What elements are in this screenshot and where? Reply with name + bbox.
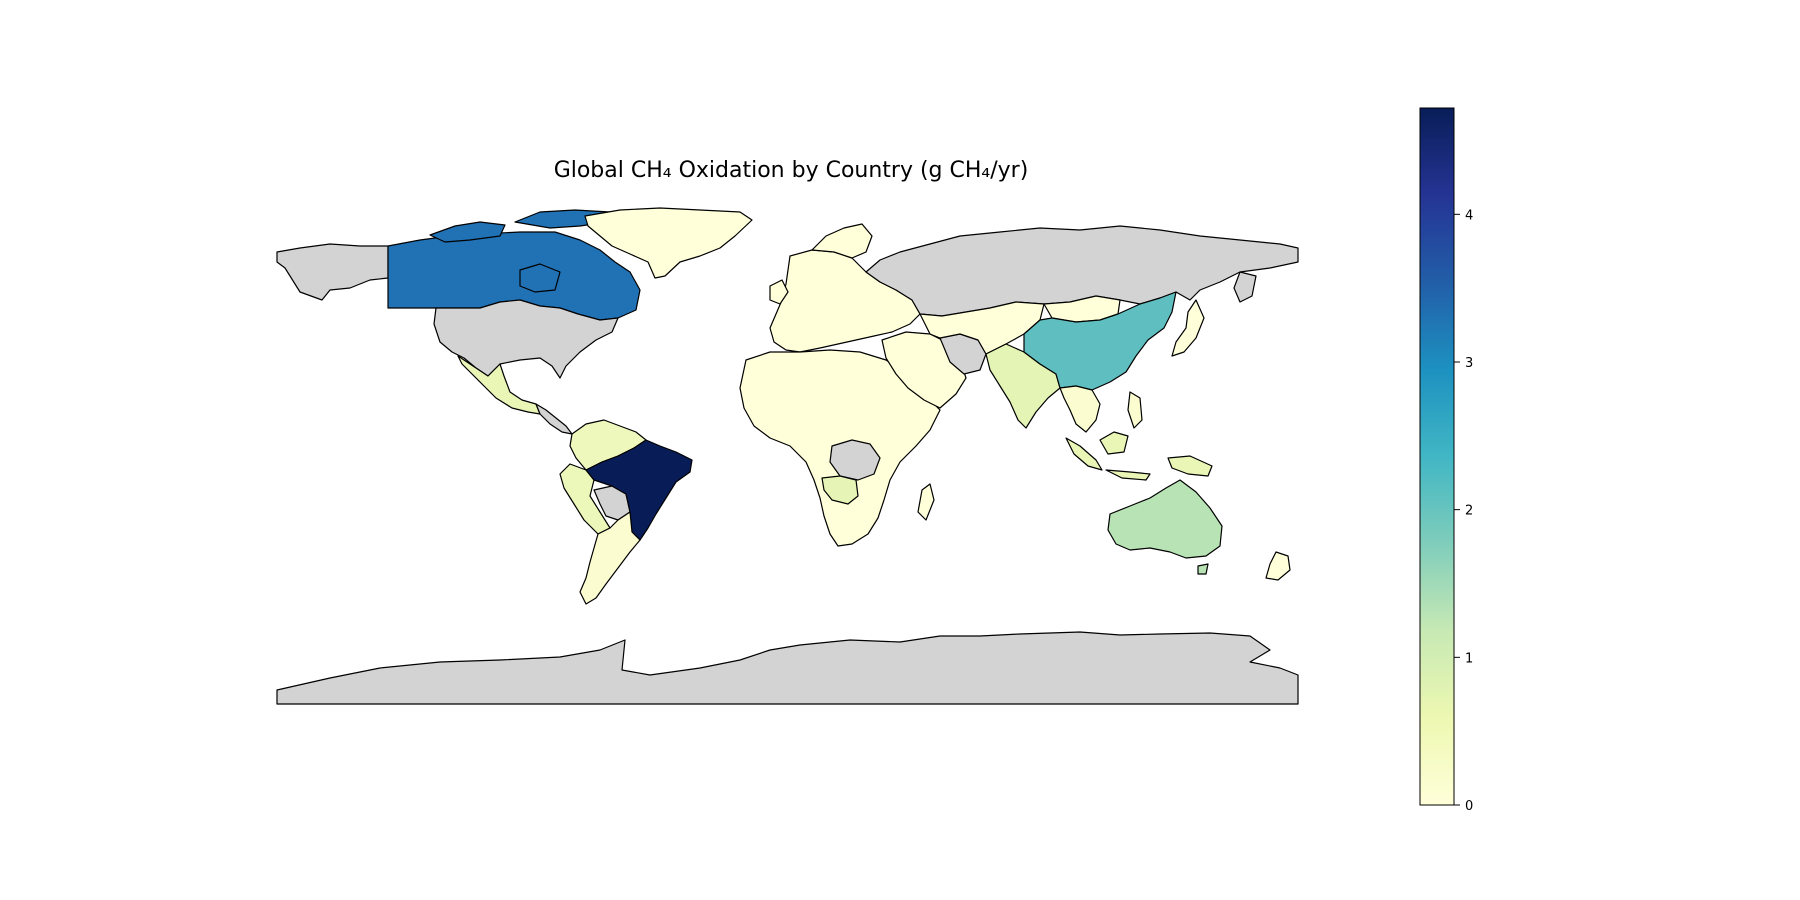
colorbar: 0 1 2 3 4 [1419,107,1473,814]
region-antarctica [276,631,1299,705]
colorbar-ticks: 0 1 2 3 4 [1454,208,1473,814]
region-philippines [1127,391,1143,429]
region-argentina [579,511,641,605]
region-madagascar [917,483,935,521]
region-alaska [276,243,389,301]
region-greenland [584,207,753,279]
region-brazil [585,439,693,541]
region-usa [433,299,619,379]
region-central-america [535,403,573,435]
region-europe [769,249,921,353]
colorbar-tick-label: 2 [1465,504,1473,519]
region-new-zealand [1265,551,1291,581]
region-mexico [457,355,541,415]
colorbar-tick-label: 1 [1465,651,1473,666]
region-indonesia-1 [1065,437,1103,471]
region-angola [821,475,859,505]
region-russia-peninsula [1233,271,1257,303]
region-indonesia-2 [1099,431,1129,455]
region-new-guinea [1167,455,1213,477]
region-japan [1171,299,1205,357]
map-title: Global CH₄ Oxidation by Country (g CH₄/y… [553,158,1029,183]
region-tasmania [1197,563,1209,575]
world-map [276,207,1299,705]
region-australia [1107,479,1223,559]
colorbar-tick-label: 0 [1465,799,1473,814]
region-drc [829,439,881,481]
colorbar-tick-label: 4 [1465,208,1473,223]
colorbar-gradient [1419,107,1455,806]
region-southeast-asia [1059,385,1101,433]
region-uk [769,279,789,305]
region-canada-islands-1 [429,221,506,243]
region-scandinavia [811,223,873,259]
region-china [1023,291,1177,391]
colorbar-tick-label: 3 [1465,356,1473,371]
region-indonesia-3 [1105,469,1151,481]
